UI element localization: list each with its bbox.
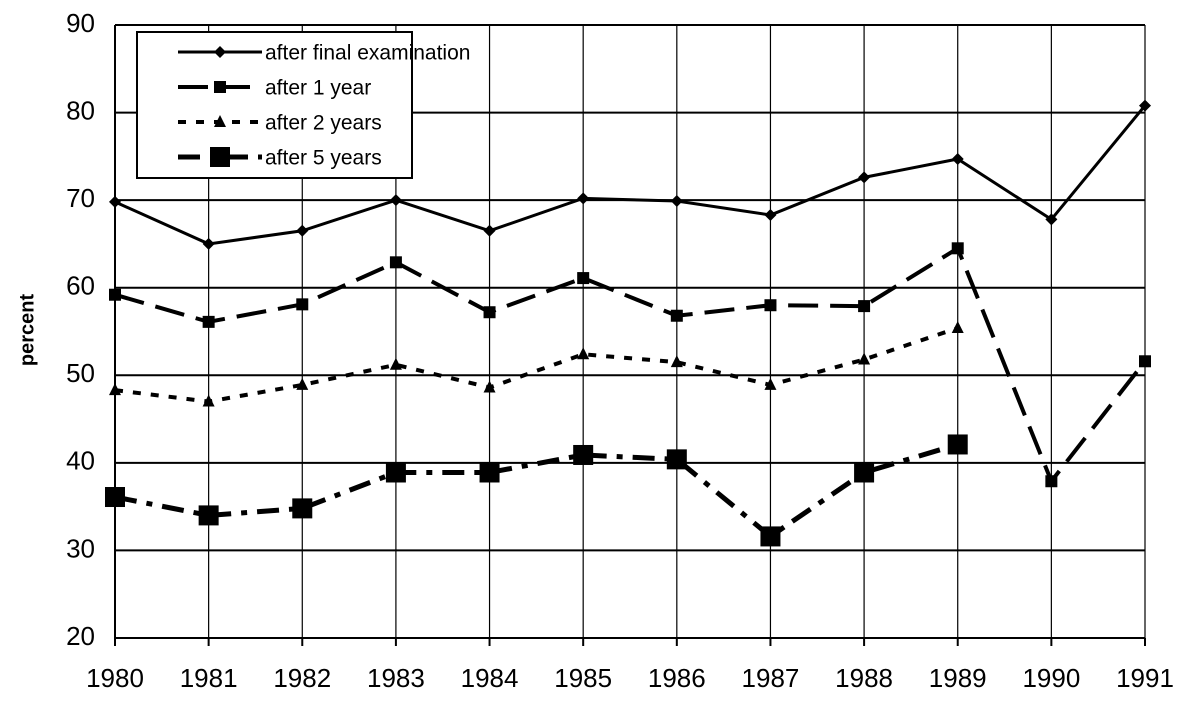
marker bbox=[577, 347, 590, 360]
series-line bbox=[114, 104, 1147, 246]
y-tick-label: 50 bbox=[66, 358, 95, 388]
marker bbox=[296, 224, 309, 237]
marker bbox=[109, 195, 121, 208]
marker bbox=[202, 237, 215, 250]
marker bbox=[389, 357, 402, 370]
marker bbox=[573, 444, 594, 465]
legend-marker bbox=[214, 81, 226, 93]
x-tick-label: 1987 bbox=[742, 663, 800, 693]
x-tick-label: 1981 bbox=[180, 663, 238, 693]
marker bbox=[670, 309, 683, 322]
marker bbox=[105, 487, 125, 508]
y-axis-label: percent bbox=[16, 294, 38, 367]
marker bbox=[858, 352, 871, 365]
x-tick-label: 1980 bbox=[86, 663, 144, 693]
legend-label: after 5 years bbox=[265, 147, 382, 170]
y-tick-label: 80 bbox=[66, 95, 95, 125]
marker bbox=[854, 462, 875, 483]
legend-box bbox=[136, 31, 413, 179]
marker bbox=[666, 449, 687, 470]
marker bbox=[202, 394, 215, 407]
marker bbox=[479, 462, 500, 483]
marker bbox=[296, 298, 309, 311]
x-tick-label: 1985 bbox=[554, 663, 612, 693]
x-tick-label: 1983 bbox=[367, 663, 425, 693]
marker bbox=[198, 505, 219, 526]
x-tick-label: 1984 bbox=[461, 663, 519, 693]
marker bbox=[1139, 99, 1151, 112]
series-line bbox=[114, 442, 959, 540]
marker bbox=[1045, 213, 1058, 226]
marker bbox=[951, 152, 964, 165]
marker bbox=[670, 195, 683, 208]
x-tick-label: 1990 bbox=[1022, 663, 1080, 693]
y-tick-label: 30 bbox=[66, 533, 95, 563]
legend-marker bbox=[214, 46, 226, 58]
x-tick-label: 1988 bbox=[835, 663, 893, 693]
marker bbox=[292, 498, 313, 519]
series-line bbox=[114, 245, 1147, 486]
marker bbox=[947, 434, 968, 455]
marker bbox=[296, 377, 309, 390]
y-tick-label: 60 bbox=[66, 271, 95, 301]
marker bbox=[109, 288, 121, 301]
marker bbox=[951, 242, 964, 255]
marker bbox=[577, 192, 590, 205]
legend-label: after 1 year bbox=[265, 77, 371, 100]
y-tick-label: 90 bbox=[66, 8, 95, 38]
marker bbox=[858, 300, 871, 313]
marker bbox=[764, 209, 777, 222]
marker bbox=[858, 171, 871, 184]
marker bbox=[764, 299, 777, 312]
marker bbox=[109, 383, 121, 396]
y-tick-label: 40 bbox=[66, 446, 95, 476]
marker bbox=[202, 315, 215, 328]
x-tick-label: 1982 bbox=[273, 663, 331, 693]
marker bbox=[483, 380, 496, 393]
legend-marker bbox=[214, 115, 226, 127]
marker bbox=[385, 462, 406, 483]
y-tick-label: 20 bbox=[66, 621, 95, 651]
legend-label: after 2 years bbox=[265, 112, 382, 135]
legend-marker bbox=[210, 147, 230, 167]
marker bbox=[483, 224, 496, 237]
marker bbox=[389, 194, 402, 207]
marker bbox=[670, 355, 683, 368]
marker bbox=[1045, 475, 1058, 488]
marker bbox=[760, 526, 781, 547]
x-tick-label: 1991 bbox=[1116, 663, 1174, 693]
marker bbox=[1139, 355, 1151, 368]
marker bbox=[483, 306, 496, 319]
x-tick-label: 1986 bbox=[648, 663, 706, 693]
legend-label: after final examination bbox=[265, 42, 470, 65]
marker bbox=[577, 272, 590, 285]
y-tick-label: 70 bbox=[66, 183, 95, 213]
series-line bbox=[114, 326, 959, 404]
marker bbox=[389, 256, 402, 269]
marker bbox=[951, 320, 964, 333]
x-tick-label: 1989 bbox=[929, 663, 987, 693]
marker bbox=[764, 377, 777, 390]
